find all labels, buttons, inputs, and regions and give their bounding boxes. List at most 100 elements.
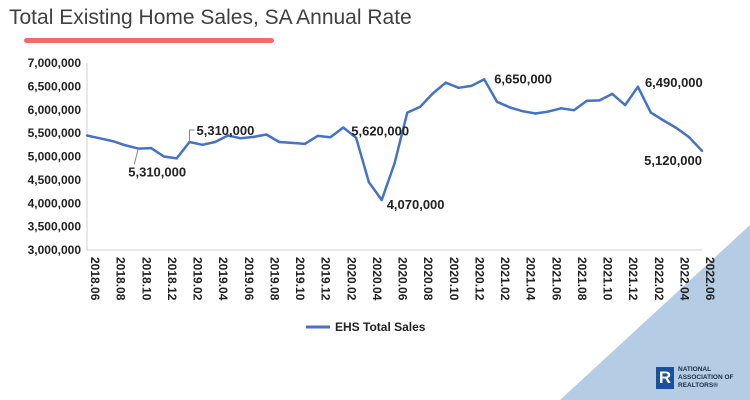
x-tick-label: 2019.08 <box>267 257 281 301</box>
data-point <box>649 111 652 114</box>
legend-label: EHS Total Sales <box>335 320 426 334</box>
x-tick-label: 2018.10 <box>139 257 153 301</box>
data-point <box>367 181 371 184</box>
data-point <box>380 198 383 202</box>
realtor-r-icon: R <box>656 367 674 389</box>
annotation-leader-line <box>189 129 195 143</box>
x-tick-label: 2019.02 <box>191 257 205 301</box>
data-point <box>598 99 601 102</box>
data-point <box>98 137 102 140</box>
data-point <box>226 134 230 137</box>
data-point <box>201 143 204 147</box>
data-label: 5,310,000 <box>128 165 186 180</box>
data-label: 6,490,000 <box>645 75 703 90</box>
data-point <box>213 140 217 144</box>
chart-title: Total Existing Home Sales, SA Annual Rat… <box>9 6 412 29</box>
x-tick-label: 2020.08 <box>421 257 435 301</box>
data-point <box>162 155 166 158</box>
x-tick-label: 2020.06 <box>396 257 410 301</box>
y-tick-label: 6,500,000 <box>28 79 82 93</box>
y-tick-label: 6,000,000 <box>28 103 82 117</box>
data-point <box>431 92 435 95</box>
data-point <box>636 85 640 89</box>
data-point <box>354 136 358 139</box>
data-point <box>277 140 281 144</box>
x-tick-label: 2022.02 <box>652 257 666 301</box>
data-point <box>290 141 294 145</box>
data-point <box>559 107 563 110</box>
data-label: 5,620,000 <box>351 124 409 139</box>
data-point <box>418 105 422 109</box>
data-point <box>611 92 614 96</box>
data-label: 6,650,000 <box>494 71 552 86</box>
x-tick-label: 2019.06 <box>242 257 256 301</box>
y-tick-label: 4,000,000 <box>28 196 82 210</box>
x-tick-label: 2020.02 <box>344 257 358 301</box>
data-point <box>329 136 332 139</box>
x-tick-label: 2019.10 <box>293 257 307 301</box>
data-point <box>265 133 268 136</box>
x-tick-label: 2021.02 <box>498 257 512 301</box>
y-tick-label: 4,500,000 <box>28 173 82 187</box>
data-point <box>457 86 460 89</box>
x-tick-label: 2022.04 <box>677 257 691 301</box>
data-point <box>508 106 512 109</box>
series-line-ehs-total-sales <box>86 78 703 202</box>
title-underline <box>24 38 274 43</box>
data-point <box>675 126 678 130</box>
data-point <box>124 144 127 147</box>
x-tick-label: 2020.12 <box>472 257 486 301</box>
data-point <box>700 149 704 153</box>
x-tick-label: 2022.06 <box>703 257 717 301</box>
y-tick-label: 3,500,000 <box>28 220 82 234</box>
data-point <box>623 103 627 107</box>
corner-triangle <box>560 225 750 400</box>
data-point <box>662 119 665 122</box>
data-point <box>572 109 576 112</box>
x-tick-label: 2018.06 <box>88 257 102 301</box>
x-tick-label: 2021.10 <box>601 257 615 301</box>
x-tick-label: 2021.06 <box>549 257 563 301</box>
nar-logo-line: REALTORS® <box>678 382 718 389</box>
data-point <box>482 78 486 81</box>
nar-logo-line: NATIONAL <box>678 366 712 373</box>
data-point <box>239 137 242 140</box>
annotation-leader-line <box>133 148 139 165</box>
data-point <box>444 81 447 84</box>
data-point <box>687 136 691 139</box>
data-point <box>149 146 153 150</box>
data-point <box>252 135 255 139</box>
y-tick-label: 5,000,000 <box>28 150 82 164</box>
data-point <box>175 157 178 160</box>
data-point <box>547 110 550 113</box>
x-tick-label: 2021.12 <box>626 257 640 301</box>
x-tick-label: 2018.12 <box>165 257 179 301</box>
data-point <box>111 139 114 143</box>
nar-logo-text: NATIONAL ASSOCIATION OF REALTORS® <box>678 366 744 390</box>
data-label: 4,070,000 <box>387 197 445 212</box>
data-point <box>521 109 524 113</box>
y-tick-label: 5,500,000 <box>28 126 82 140</box>
data-point <box>585 99 588 103</box>
data-point <box>393 162 396 165</box>
x-tick-label: 2019.12 <box>319 257 333 301</box>
data-point <box>85 134 89 137</box>
data-point <box>495 100 499 104</box>
nar-logo-line: ASSOCIATION OF <box>678 374 734 381</box>
data-point <box>342 126 345 129</box>
nar-logo: R NATIONAL ASSOCIATION OF REALTORS® <box>656 364 744 394</box>
data-point <box>534 112 537 115</box>
x-tick-label: 2019.04 <box>216 257 230 301</box>
data-label: 5,120,000 <box>644 153 702 168</box>
y-tick-label: 3,000,000 <box>28 243 82 257</box>
data-point <box>316 134 319 138</box>
data-point <box>470 84 473 88</box>
x-tick-label: 2020.04 <box>370 257 384 301</box>
x-tick-label: 2018.08 <box>114 257 128 301</box>
x-tick-label: 2021.08 <box>575 257 589 301</box>
x-tick-label: 2021.04 <box>524 257 538 301</box>
data-point <box>406 111 409 114</box>
data-point <box>303 142 307 146</box>
